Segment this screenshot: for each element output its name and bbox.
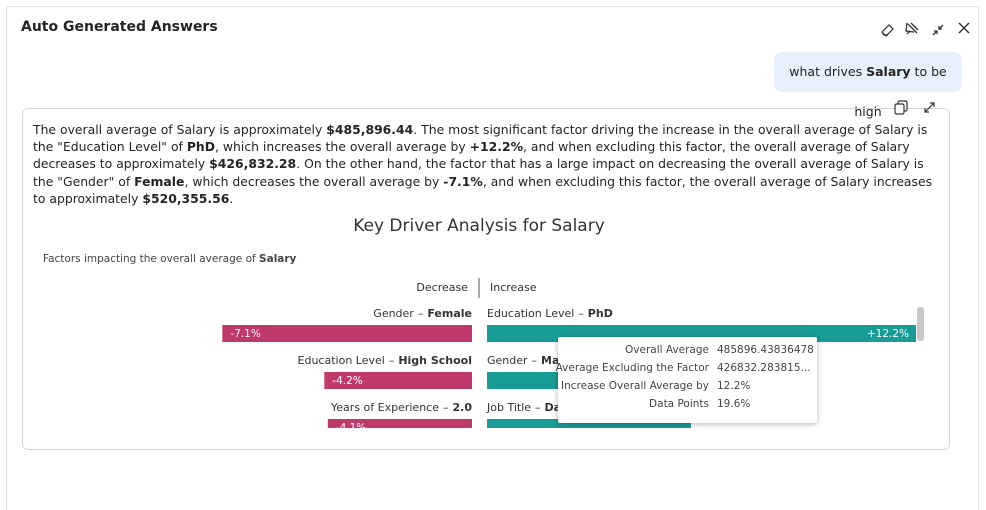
panel [6, 6, 979, 510]
tooltip-row: Average Excluding the Factor 426832.28381… [555, 362, 817, 380]
level: 2.0 [453, 401, 473, 414]
text: . [229, 190, 234, 206]
text: , which decreases the overall average by [184, 173, 444, 189]
factor: Years of Experience [330, 401, 439, 414]
bold-text: $426,832.28 [209, 156, 297, 172]
text: . The most significant factor driving th… [33, 122, 928, 155]
text: , and when excluding this factor, the ov… [33, 173, 933, 206]
bold-text: $520,355.56 [142, 190, 230, 206]
separator: – [532, 354, 538, 367]
value-label: -7.1% [230, 328, 260, 340]
tooltip-value: 12.2% [717, 380, 751, 392]
tooltip-key: Data Points [649, 398, 709, 410]
text: , which increases the overall average by [215, 139, 470, 155]
text: , and when excluding this factor, the ov… [33, 139, 910, 172]
bold-text: -7.1% [443, 173, 483, 189]
close-button[interactable] [958, 22, 970, 34]
scrollbar[interactable] [917, 307, 924, 341]
value-label: -4.1% [336, 422, 366, 428]
text: The overall average of Salary is approxi… [33, 122, 327, 137]
tooltip-row: Increase Overall Average by 12.2% [558, 380, 817, 398]
tooltip-key: Increase Overall Average by [561, 380, 709, 392]
text: . On the other hand, the factor that has… [33, 156, 924, 189]
tooltip-value: 426832.283815... [717, 362, 811, 374]
separator: – [535, 401, 541, 414]
expand-button[interactable] [924, 102, 935, 113]
clear-button[interactable] [881, 24, 894, 37]
text: to be high [854, 64, 947, 119]
factor: Gender [487, 354, 528, 367]
level: Female [427, 307, 472, 320]
bold-text: PhD [186, 139, 216, 155]
bar [324, 372, 472, 389]
factor: Gender [373, 307, 414, 320]
bar [327, 419, 472, 428]
text: what drives [789, 64, 867, 79]
card-icons [894, 100, 935, 115]
collapse-button[interactable] [932, 24, 944, 36]
bar-label: Gender – Female [373, 307, 472, 320]
bar [222, 325, 472, 342]
subtitle-text: Factors impacting the overall average of [43, 253, 256, 265]
subtitle-target: Salary [259, 253, 297, 265]
value-label: -4.2% [332, 375, 362, 387]
level: PhD [588, 307, 613, 320]
increase-header: Increase [490, 281, 537, 294]
tooltip-key: Overall Average [625, 344, 709, 356]
tooltip-row: Overall Average 485896.43836478 [558, 344, 817, 362]
bold-text: +12.2% [469, 139, 524, 155]
separator: – [389, 354, 395, 367]
separator: – [578, 307, 584, 320]
user-message: what drives Salary to be high [774, 52, 962, 119]
bold-text: Salary [866, 64, 911, 79]
factor: Education Level [487, 307, 574, 320]
factor: Education Level [298, 354, 385, 367]
decrease-header: Decrease [416, 281, 468, 294]
bold-text: Female [134, 173, 185, 189]
factor: Job Title [486, 401, 531, 414]
bar [487, 419, 691, 428]
tooltip-row: Data Points 19.6% [558, 398, 817, 416]
chart-subtitle: Factors impacting the overall average of… [43, 253, 297, 265]
panel-title: Auto Generated Answers [21, 19, 218, 35]
tooltip-value: 485896.43836478 [717, 344, 814, 356]
pin-button[interactable] [905, 22, 919, 35]
answer-text: The overall average of Salary is approxi… [33, 121, 943, 207]
bar-label: Education Level – PhD [487, 307, 613, 320]
chart-title: Key Driver Analysis for Salary [353, 216, 605, 236]
level: High School [398, 354, 472, 367]
separator: – [418, 307, 424, 320]
tooltip-key: Average Excluding the Factor [555, 362, 709, 374]
copy-button[interactable] [894, 100, 908, 115]
bar-label: Education Level – High School [298, 354, 472, 367]
header-icons [881, 22, 970, 37]
bold-text: $485,896.44 [326, 122, 414, 137]
bar-label: Years of Experience –2.0 [330, 401, 472, 414]
tooltip-value: 19.6% [717, 398, 751, 410]
answer-card [22, 108, 950, 450]
value-label: +12.2% [867, 328, 909, 340]
tooltip: Overall Average 485896.43836478 Average Ex… [555, 337, 817, 423]
separator: – [443, 401, 449, 414]
